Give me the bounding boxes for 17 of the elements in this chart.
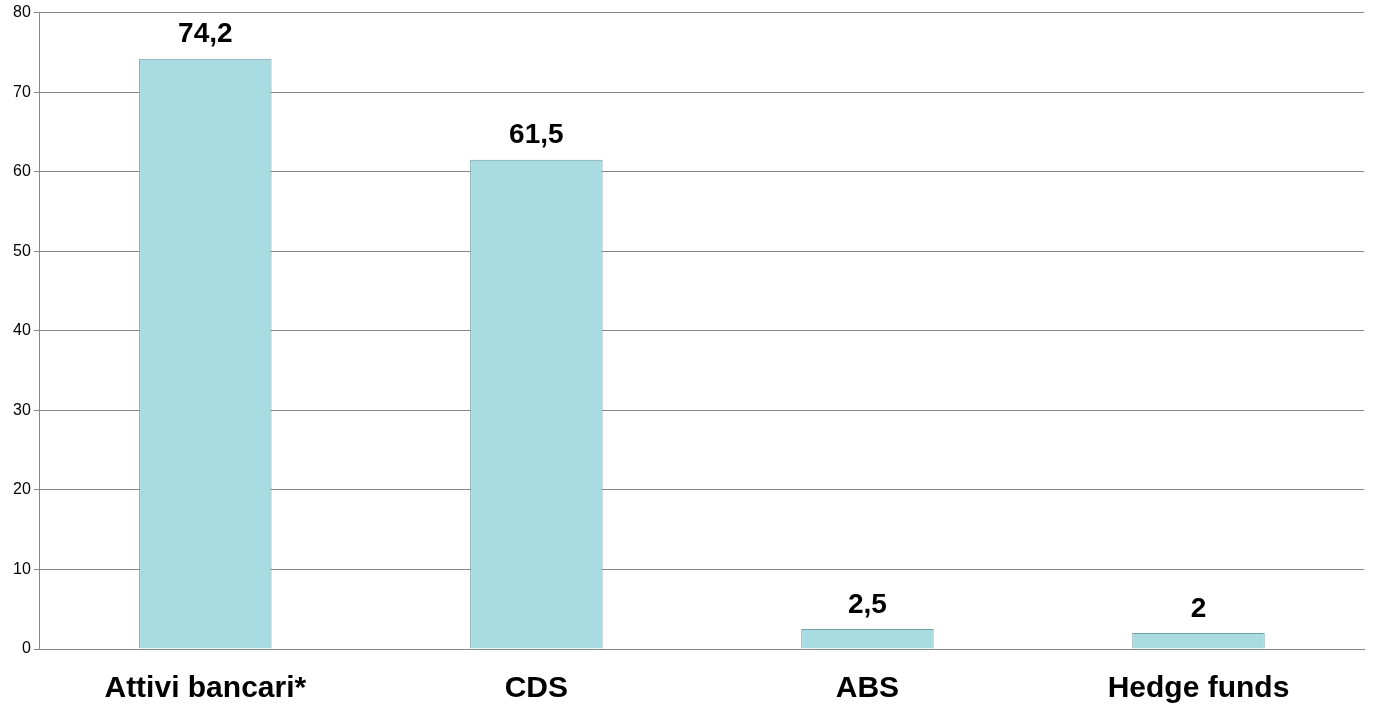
- y-tick-label: 60: [13, 162, 31, 180]
- x-tick-label: ABS: [835, 670, 900, 704]
- data-label: 2: [1190, 591, 1207, 623]
- x-tick-label: CDS: [504, 670, 569, 704]
- y-tick-label: 30: [13, 400, 31, 418]
- y-tick-label: 0: [21, 639, 31, 657]
- y-tick-label: 50: [13, 241, 31, 259]
- y-tick-label: 40: [13, 321, 31, 339]
- x-tick-label: Attivi bancari*: [104, 670, 307, 704]
- y-tick-label: 80: [13, 3, 31, 21]
- x-tick-label: Hedge funds: [1107, 670, 1290, 704]
- y-tick-label: 10: [13, 559, 31, 577]
- y-tick-label: 20: [13, 480, 31, 498]
- data-label: 2,5: [847, 587, 887, 619]
- data-label: 74,2: [178, 17, 233, 49]
- y-tick-label: 70: [13, 82, 31, 100]
- data-label: 61,5: [509, 118, 564, 150]
